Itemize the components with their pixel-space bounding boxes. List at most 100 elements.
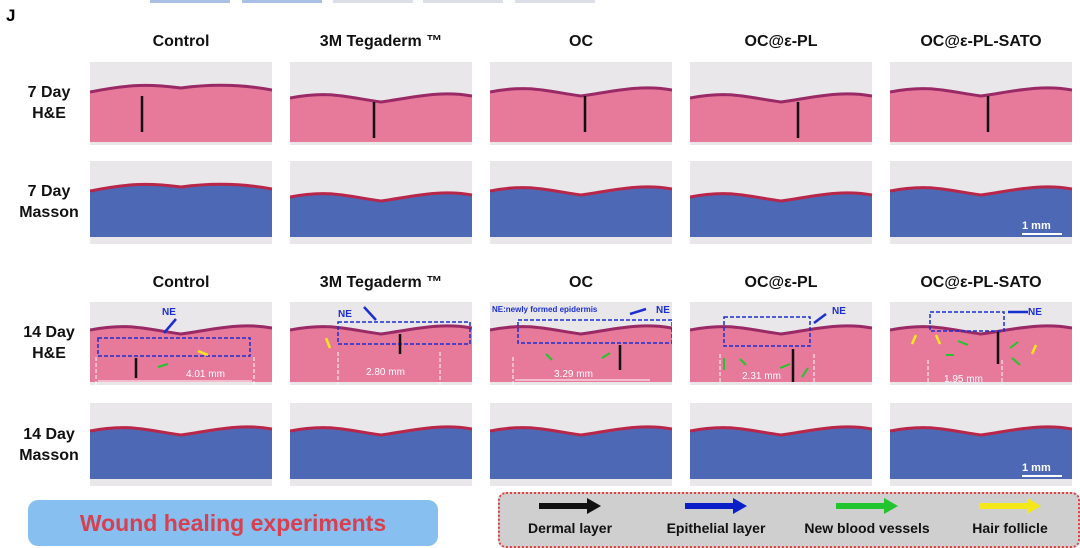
epidermis-edge [90,182,272,193]
column-header-control: Control [152,274,210,291]
epidermis-edge [290,92,472,104]
wound-width: 2.31 mm [742,371,781,382]
legend-label: Dermal layer [527,520,613,536]
tissue-section [890,426,1072,479]
tissue-section [890,325,1072,382]
row-day: 14 Day [23,426,75,443]
tissue-section [290,93,472,142]
figure-title: Wound healing experiments [79,509,387,536]
epidermis-edge [490,324,672,336]
ne-label: NE [1028,307,1042,318]
column-header-oc: OC [569,274,593,291]
epidermis-edge [690,92,872,104]
tissue-section [290,325,472,382]
histology-image [890,62,1072,145]
legend-label: Hair follicle [972,520,1048,536]
epidermis-edge [890,86,1072,98]
tissue-section [690,325,872,382]
scale-bar-7d: 1 mm [1022,220,1062,235]
panel-letter: J [6,6,16,25]
epidermis-edge [890,324,1072,336]
ne-label: NE [832,306,846,317]
annotation-tegaderm-14d: NE 2.80 mm [324,306,471,385]
row-label-7d-masson: 7 Day Masson [4,181,94,223]
tissue-section [90,426,272,479]
scale-bar-14d: 1 mm [1022,462,1062,477]
green-arrow-icon [836,498,898,514]
epidermis-edge [290,425,472,437]
histology-image [90,161,272,244]
tissue-section [290,192,472,237]
histology-image [290,403,472,486]
tissue-section [690,93,872,142]
cropped-top-bar [242,0,322,3]
epidermis-edge [490,185,672,197]
cropped-top-bar [333,0,413,3]
tissue-section [690,192,872,237]
histology-image [90,403,272,486]
legend-item-blood-vessels: New blood vessels [792,498,942,536]
ne-label: NE [338,309,352,320]
epidermis-edge [690,191,872,203]
epidermis-edge [490,425,672,437]
column-header-oc-pl-sato: OC@ε-PL-SATO [920,274,1042,291]
scale-bar-label: 1 mm [1022,462,1051,474]
legend-label: New blood vessels [804,520,930,536]
ne-label: NE [162,307,176,318]
histology-image [490,161,672,244]
epidermis-edge [890,185,1072,197]
legend: Dermal layer Epithelial layer New blood … [498,492,1080,548]
row-stain: Masson [19,447,79,464]
histology-image [690,161,872,244]
row-day: 7 Day [27,84,71,101]
legend-label: Epithelial layer [666,520,766,536]
annotation-oc-14d: NE:newly formed epidermis NE 3.29 mm [492,305,672,385]
annotation-control-14d: NE 4.01 mm [95,307,255,385]
tissue-section [90,85,272,142]
tissue-section [890,87,1072,142]
cropped-top-bar [150,0,230,3]
epidermis-edge [290,191,472,203]
scale-bar-label: 1 mm [1022,220,1051,232]
epidermis-edge [90,83,272,94]
wound-width: 3.29 mm [554,369,593,380]
yellow-arrow-icon [979,498,1041,514]
column-header-oc-pl-sato: OC@ε-PL-SATO [920,33,1042,50]
tissue-section [490,325,672,382]
histology-image [890,403,1072,486]
column-header-oc-pl: OC@ε-PL [744,33,818,50]
row-label-7d-he: 7 Day H&E [4,82,94,124]
row-stain: H&E [32,105,66,122]
epidermis-edge [690,425,872,437]
ne-label: NE [656,305,670,316]
tissue-section [490,186,672,237]
histology-image [90,62,272,145]
column-header-oc-pl: OC@ε-PL [744,274,818,291]
legend-item-dermal: Dermal layer [500,498,640,536]
epidermis-edge [690,324,872,336]
epidermis-edge [490,86,672,98]
annotation-oc-pl-14d: NE 2.31 mm [719,306,846,385]
histology-image [890,302,1072,385]
cropped-top-bar [423,0,503,3]
row-day: 7 Day [27,183,71,200]
ne-definition: NE:newly formed epidermis [492,305,598,314]
histology-image [490,302,672,385]
histology-image [690,62,872,145]
wound-width: 1.95 mm [944,374,983,385]
histology-image [690,302,872,385]
cropped-top-bar [515,0,595,3]
column-header-control: Control [152,33,210,50]
wound-width: 4.01 mm [186,369,225,380]
annotation-oc-pl-sato-14d: NE 1.95 mm [910,307,1042,385]
row-day: 14 Day [23,324,75,341]
wound-width: 2.80 mm [366,367,405,378]
epidermis-edge [890,425,1072,437]
histology-image [290,62,472,145]
histology-image [290,161,472,244]
histology-image [290,302,472,385]
tissue-section [690,426,872,479]
histology-image [490,62,672,145]
blue-arrow-icon [685,498,747,514]
row-stain: Masson [19,204,79,221]
